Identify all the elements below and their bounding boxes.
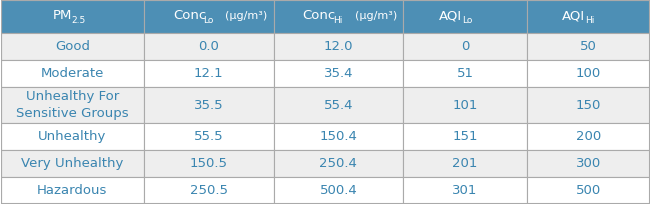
- Text: 12.1: 12.1: [194, 67, 224, 80]
- Text: 2.5: 2.5: [72, 16, 86, 25]
- Text: Good: Good: [55, 40, 90, 53]
- Bar: [404, 177, 526, 204]
- Text: 500: 500: [576, 184, 601, 197]
- Bar: [404, 0, 526, 33]
- Text: 101: 101: [452, 99, 478, 112]
- Bar: [404, 60, 526, 87]
- Text: 35.4: 35.4: [324, 67, 353, 80]
- Text: 200: 200: [576, 130, 601, 143]
- Bar: [1, 60, 144, 87]
- Bar: [274, 87, 404, 123]
- Bar: [274, 150, 404, 177]
- Text: 201: 201: [452, 157, 478, 170]
- Bar: [144, 33, 274, 60]
- Text: 35.5: 35.5: [194, 99, 224, 112]
- Text: 50: 50: [580, 40, 597, 53]
- Text: (μg/m³): (μg/m³): [225, 11, 267, 21]
- Text: 150.5: 150.5: [190, 157, 227, 170]
- Bar: [404, 150, 526, 177]
- Bar: [526, 123, 650, 150]
- Bar: [526, 33, 650, 60]
- Text: 55.5: 55.5: [194, 130, 224, 143]
- Bar: [274, 0, 404, 33]
- Bar: [1, 0, 144, 33]
- Bar: [144, 60, 274, 87]
- Text: 55.4: 55.4: [324, 99, 353, 112]
- Text: 301: 301: [452, 184, 478, 197]
- Text: Very Unhealthy: Very Unhealthy: [21, 157, 124, 170]
- Text: Hi: Hi: [333, 16, 343, 25]
- Text: 151: 151: [452, 130, 478, 143]
- Text: Lo: Lo: [203, 16, 214, 25]
- Text: AQI: AQI: [439, 9, 462, 22]
- Bar: [144, 123, 274, 150]
- Text: 100: 100: [576, 67, 601, 80]
- Text: Hi: Hi: [585, 16, 595, 25]
- Bar: [404, 87, 526, 123]
- Bar: [526, 60, 650, 87]
- Text: 500.4: 500.4: [320, 184, 358, 197]
- Bar: [526, 0, 650, 33]
- Text: 51: 51: [456, 67, 473, 80]
- Text: AQI: AQI: [562, 9, 585, 22]
- Bar: [526, 150, 650, 177]
- Text: Moderate: Moderate: [40, 67, 104, 80]
- Bar: [1, 177, 144, 204]
- Bar: [144, 87, 274, 123]
- Text: PM: PM: [52, 9, 72, 22]
- Text: Conc: Conc: [303, 9, 336, 22]
- Bar: [404, 33, 526, 60]
- Text: 250.5: 250.5: [190, 184, 227, 197]
- Bar: [526, 177, 650, 204]
- Bar: [404, 123, 526, 150]
- Text: 150: 150: [576, 99, 601, 112]
- Text: (μg/m³): (μg/m³): [355, 11, 397, 21]
- Bar: [274, 123, 404, 150]
- Bar: [144, 0, 274, 33]
- Text: 250.4: 250.4: [320, 157, 358, 170]
- Bar: [144, 177, 274, 204]
- Text: Conc: Conc: [173, 9, 206, 22]
- Bar: [274, 33, 404, 60]
- Text: Unhealthy For
Sensitive Groups: Unhealthy For Sensitive Groups: [16, 90, 129, 120]
- Text: Hazardous: Hazardous: [37, 184, 107, 197]
- Text: 0.0: 0.0: [198, 40, 219, 53]
- Text: Unhealthy: Unhealthy: [38, 130, 107, 143]
- Text: 0: 0: [461, 40, 469, 53]
- Bar: [526, 87, 650, 123]
- Text: 12.0: 12.0: [324, 40, 353, 53]
- Bar: [274, 177, 404, 204]
- Bar: [1, 123, 144, 150]
- Text: 150.4: 150.4: [320, 130, 358, 143]
- Bar: [1, 33, 144, 60]
- Bar: [144, 150, 274, 177]
- Bar: [1, 87, 144, 123]
- Bar: [274, 60, 404, 87]
- Text: 300: 300: [576, 157, 601, 170]
- Bar: [1, 150, 144, 177]
- Text: Lo: Lo: [462, 16, 472, 25]
